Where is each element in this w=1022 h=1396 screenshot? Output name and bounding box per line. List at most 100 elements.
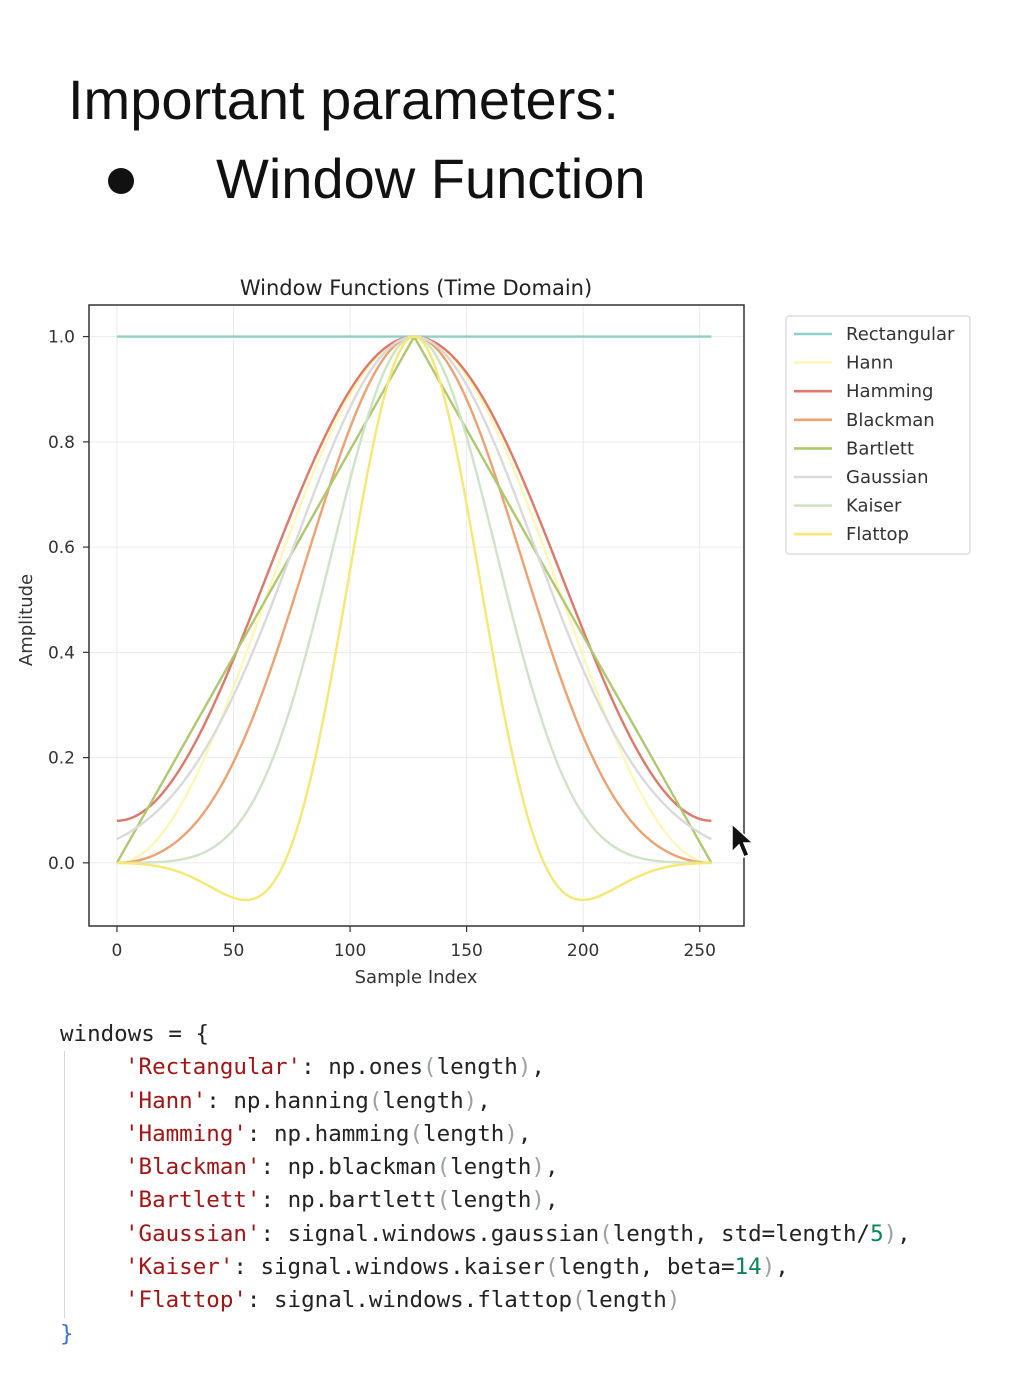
legend-label: Hamming [846,381,933,402]
code-key: 'Hamming' [125,1120,247,1147]
code-call: signal.windows.gaussian [287,1220,600,1247]
x-tick-label: 0 [112,941,123,961]
code-sep: : [301,1054,329,1081]
code-paren-open: ( [409,1120,424,1147]
code-paren-open: ( [423,1054,437,1081]
x-axis-ticks: 0 50 100 150 200 250 [112,926,716,961]
code-end: , [517,1120,532,1147]
code-paren-close: ) [531,1187,545,1214]
code-key: 'Blackman' [125,1154,261,1181]
code-paren-close: ) [666,1287,681,1314]
code-key: 'Gaussian' [125,1220,261,1247]
legend-label: Rectangular [846,324,955,345]
code-key: 'Hann' [125,1087,207,1114]
x-tick-label: 150 [450,941,482,961]
code-key: 'Rectangular' [125,1054,302,1081]
code-call: signal.windows.flattop [274,1287,573,1314]
code-args: length [450,1154,532,1181]
code-line: 'Kaiser': signal.windows.kaiser(length, … [125,1251,911,1284]
code-close-line: } [60,1320,74,1347]
code-call: np.blackman [287,1154,437,1181]
code-open-text: windows = { [60,1021,210,1047]
code-key: 'Bartlett' [125,1187,261,1214]
x-axis-label: Sample Index [355,967,478,988]
mouse-cursor-icon [731,822,755,858]
code-paren-close: ) [463,1087,478,1114]
code-args-num: 5 [870,1220,884,1247]
code-call: np.hamming [274,1120,410,1147]
y-tick-label: 0.0 [48,854,75,874]
slide-title: Important parameters: [68,68,619,131]
code-paren-close: ) [883,1220,898,1247]
code-sep: : [233,1254,261,1281]
code-key: 'Kaiser' [125,1254,234,1281]
chart-series [115,335,713,902]
series-line-flattop [116,335,712,902]
code-call: np.hanning [233,1087,369,1114]
code-line: 'Flattop': signal.windows.flattop(length… [125,1284,911,1317]
code-args: length [436,1054,518,1081]
chart-title: Window Functions (Time Domain) [240,276,592,300]
bullet-text: Window Function [216,147,646,210]
code-paren-close: ) [761,1254,776,1281]
code-paren-close: ) [504,1120,518,1147]
code-paren-close: ) [531,1154,545,1181]
bullet-item: Window Function [108,144,646,214]
code-end: , [897,1220,911,1247]
series-line-kaiser [116,335,712,865]
code-end: , [544,1154,559,1181]
code-call: signal.windows.kaiser [260,1254,545,1281]
y-axis-ticks: 0.0 0.2 0.4 0.6 0.8 1.0 [48,328,89,874]
code-args: length [450,1187,532,1214]
legend-box [785,315,971,555]
code-paren-open: ( [436,1154,451,1181]
legend-label: Bartlett [846,438,914,459]
code-sep: : [260,1187,288,1214]
code-args: length [382,1087,464,1114]
code-end: , [544,1187,559,1214]
code-call: np.ones [328,1054,424,1081]
code-sep: : [260,1220,288,1247]
code-end: , [477,1087,491,1114]
code-line: 'Gaussian': signal.windows.gaussian(leng… [125,1218,911,1251]
code-block: windows = { 'Rectangular': np.ones(lengt… [60,1018,911,1351]
y-tick-label: 0.8 [48,433,75,453]
code-end: , [531,1054,545,1081]
code-sep: : [246,1287,275,1314]
legend-label: Gaussian [846,467,929,488]
legend-label: Blackman [846,410,935,431]
code-args: length [423,1120,505,1147]
code-args: length [585,1287,667,1314]
code-args: length, std=length/ [612,1220,871,1247]
code-sep: : [260,1154,288,1181]
x-tick-label: 100 [334,941,366,961]
code-sep: : [246,1120,275,1147]
x-tick-label: 200 [567,941,599,961]
code-call: np.bartlett [287,1187,437,1214]
series-line-blackman [116,335,712,865]
window-functions-chart: Window Functions (Time Domain) 0 50 100 150… [16,276,971,988]
code-end: , [775,1254,789,1281]
y-tick-label: 0.2 [48,749,75,769]
code-key: 'Flattop' [125,1287,247,1314]
y-tick-label: 1.0 [48,328,75,348]
legend-label: Kaiser [846,496,902,517]
x-tick-label: 50 [223,941,245,961]
legend-label: Flattop [846,524,909,545]
code-args: length, beta= [558,1254,735,1281]
code-line: 'Rectangular': np.ones(length), [125,1051,911,1084]
series-line-hann [116,335,712,865]
code-paren-close: ) [517,1054,532,1081]
code-sep: : [206,1087,234,1114]
code-paren-open: ( [572,1287,586,1314]
code-paren-open: ( [436,1187,451,1214]
code-open-line: windows = { [60,1018,911,1051]
series-line-bartlett [115,337,713,864]
bullet-dot-icon [108,168,134,194]
y-tick-label: 0.4 [48,643,75,663]
y-tick-label: 0.6 [48,538,75,558]
legend: Rectangular Hann Hamming Blackman Bartlett Ga… [785,315,971,555]
code-paren-open: ( [368,1087,383,1114]
code-body: 'Rectangular': np.ones(length), 'Hann': n… [64,1051,911,1318]
plot-frame [88,304,745,927]
